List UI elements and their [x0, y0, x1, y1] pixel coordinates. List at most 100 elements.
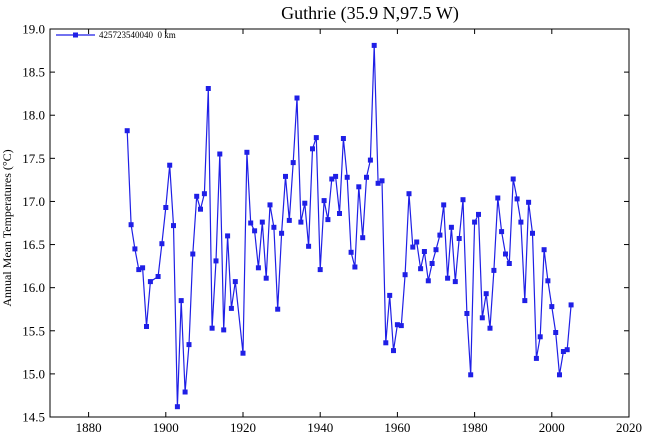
data-point	[460, 197, 466, 203]
data-point	[406, 191, 412, 197]
data-point	[340, 136, 346, 141]
data-point	[186, 342, 192, 348]
data-point	[402, 272, 408, 278]
data-point	[468, 372, 474, 378]
data-point	[240, 350, 246, 356]
data-point	[205, 86, 211, 91]
data-point	[518, 219, 524, 225]
data-point	[194, 193, 200, 199]
data-point	[514, 196, 520, 202]
data-point	[564, 347, 570, 353]
data-point	[325, 217, 331, 223]
data-point	[275, 306, 281, 312]
data-point	[333, 173, 339, 179]
data-point	[495, 195, 501, 201]
data-point	[221, 327, 227, 333]
data-point	[367, 157, 373, 163]
data-point	[329, 176, 335, 182]
data-point	[360, 235, 366, 241]
data-point	[244, 149, 250, 155]
y-tick-label: 16.0	[22, 280, 45, 295]
legend-marker	[73, 32, 78, 38]
legend: 425723540040 0 km	[56, 30, 176, 40]
data-point	[337, 211, 342, 216]
data-point	[136, 267, 142, 273]
x-tick-label: 1960	[384, 420, 410, 435]
data-point	[553, 330, 559, 335]
data-point	[429, 261, 435, 266]
data-point	[255, 265, 261, 271]
data-point	[159, 241, 165, 247]
data-point	[530, 230, 535, 236]
data-point	[348, 249, 354, 255]
y-tick-label: 18.0	[22, 108, 45, 123]
data-point	[252, 228, 258, 234]
data-point	[267, 202, 273, 208]
data-point	[317, 267, 323, 273]
data-point	[217, 151, 223, 157]
data-point	[364, 174, 369, 180]
data-point	[491, 267, 497, 273]
data-point	[302, 200, 308, 206]
data-point	[167, 162, 173, 168]
data-point	[433, 247, 439, 253]
data-point	[178, 298, 184, 304]
data-point	[248, 220, 254, 226]
legend-label: 425723540040 0 km	[99, 30, 176, 40]
x-tick-label: 1900	[153, 420, 179, 435]
data-point	[228, 305, 234, 311]
data-point	[410, 244, 416, 250]
data-point	[259, 219, 265, 225]
data-point	[437, 232, 443, 238]
data-point	[344, 174, 350, 180]
data-point	[147, 279, 153, 285]
data-point	[379, 178, 385, 184]
data-point	[487, 325, 493, 331]
data-point	[313, 135, 319, 141]
data-point	[452, 279, 458, 285]
x-tick-label: 2020	[616, 420, 642, 435]
data-point	[503, 251, 508, 257]
series-line	[126, 44, 572, 408]
data-point	[398, 323, 404, 329]
y-tick-label: 17.5	[22, 151, 45, 166]
data-point	[464, 311, 470, 316]
x-tick-label: 1920	[230, 420, 256, 435]
y-tick-label: 19.0	[22, 22, 45, 37]
data-point	[510, 176, 516, 182]
data-point	[425, 278, 431, 284]
data-point	[171, 223, 176, 229]
data-point	[263, 275, 269, 281]
data-point	[132, 246, 138, 252]
data-point	[155, 274, 161, 279]
y-tick-label: 14.5	[22, 410, 45, 425]
data-point	[140, 265, 146, 271]
data-point	[421, 249, 427, 254]
data-point	[476, 211, 481, 217]
y-tick-label: 16.5	[22, 237, 45, 252]
y-tick-label: 15.0	[22, 366, 45, 381]
x-tick-label: 1940	[307, 420, 333, 435]
data-point	[568, 302, 574, 308]
data-point	[182, 389, 188, 395]
y-axis-label: Annual Mean Temperatures (°C)	[0, 149, 14, 306]
data-point	[198, 206, 203, 212]
data-point	[283, 173, 288, 179]
data-point	[352, 264, 358, 270]
data-point	[294, 95, 300, 101]
data-point	[549, 304, 555, 310]
data-point	[375, 180, 381, 186]
data-point	[286, 217, 292, 223]
data-point	[541, 247, 547, 253]
data-point	[163, 205, 169, 210]
data-point	[290, 160, 296, 166]
plot-frame	[49, 28, 630, 418]
data-point	[483, 291, 489, 297]
data-point	[537, 334, 543, 340]
chart-title: Guthrie (35.9 N,97.5 W)	[281, 3, 459, 24]
data-point	[213, 258, 219, 264]
data-point	[306, 243, 312, 249]
data-point	[298, 219, 304, 225]
